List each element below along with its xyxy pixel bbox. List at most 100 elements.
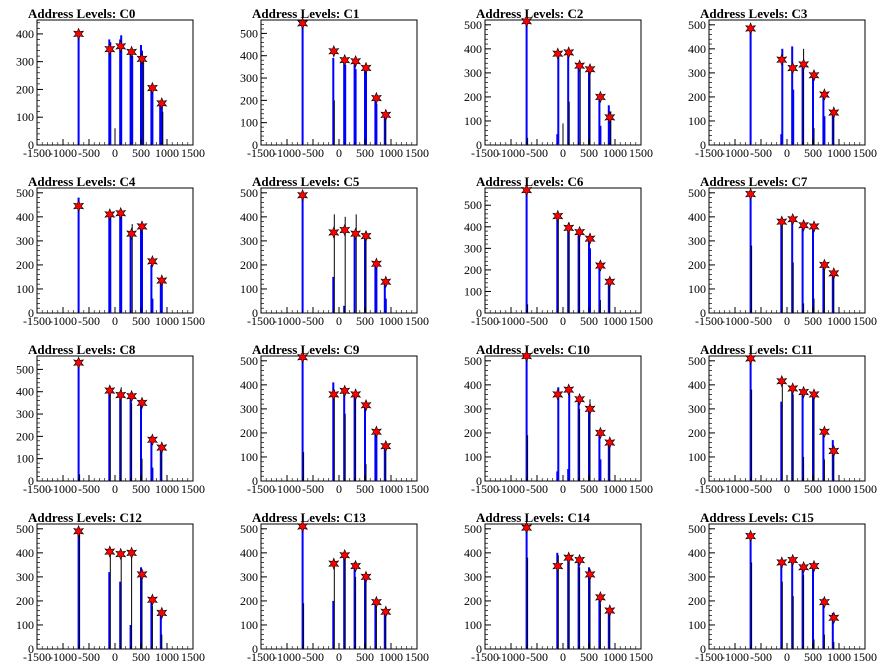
histogram-bar xyxy=(556,134,559,145)
histogram-bar xyxy=(301,23,304,145)
x-tick-label: 500 xyxy=(804,650,822,664)
histogram-bar xyxy=(607,278,610,313)
histogram-bar xyxy=(589,248,591,313)
histogram-bar xyxy=(599,459,602,481)
x-tick-label: 1500 xyxy=(629,650,653,664)
x-tick-label: 500 xyxy=(580,146,598,160)
x-tick-label: 0 xyxy=(560,650,566,664)
histogram-bar xyxy=(365,71,367,145)
peak-marker xyxy=(126,546,138,560)
peak-marker xyxy=(339,549,351,562)
y-tick-label: 0 xyxy=(252,306,258,320)
histogram-panel-c9: Address Levels: C9 0 100 200 300 400 500 -1500-… xyxy=(224,336,448,504)
peak-marker xyxy=(828,444,840,458)
x-tick-label: 500 xyxy=(804,482,822,496)
histogram-bar xyxy=(749,27,752,146)
histogram-bar xyxy=(598,432,601,481)
histogram-bar xyxy=(833,110,835,145)
y-tick-label: 500 xyxy=(240,186,258,200)
y-tick-label: 0 xyxy=(476,306,482,320)
peak-marker xyxy=(808,69,820,82)
plot-frame xyxy=(708,19,866,146)
x-tick-label: -1500 xyxy=(247,146,275,160)
histogram-bar xyxy=(557,218,559,313)
histogram-bar xyxy=(131,550,133,649)
y-tick-label: 200 xyxy=(688,90,706,104)
y-tick-label: 400 xyxy=(16,210,34,224)
histogram-panel-c3: Address Levels: C3 0 100 200 300 400 500 -1500-… xyxy=(672,0,896,168)
histogram-panel-c2: Address Levels: C2 0 100 200 300 400 500 -1500-… xyxy=(448,0,672,168)
histogram-bar xyxy=(301,197,304,313)
peak-marker xyxy=(552,559,564,573)
histogram-bar xyxy=(527,304,529,313)
y-tick-label: 500 xyxy=(688,18,706,32)
histogram-svg: Address Levels: C11 0 100 200 300 400 500 -1500… xyxy=(688,342,877,496)
x-tick-label: 1500 xyxy=(853,146,877,160)
y-tick-label: 0 xyxy=(700,138,706,152)
peak-marker xyxy=(787,213,799,226)
peak-marker xyxy=(563,551,575,565)
y-tick-label: 500 xyxy=(464,522,482,536)
peak-marker xyxy=(787,553,799,567)
peak-marker xyxy=(584,232,596,245)
histogram-bar xyxy=(588,411,590,481)
peak-marker xyxy=(126,389,138,403)
x-tick-label: 0 xyxy=(112,650,118,664)
histogram-bar xyxy=(525,526,528,649)
peak-marker xyxy=(604,436,616,449)
histogram-panel-c6: Address Levels: C6 0 100 200 300 400 500 -1500-… xyxy=(448,168,672,336)
histogram-bar xyxy=(159,612,162,649)
histogram-svg: Address Levels: C90100200300400500-1500-… xyxy=(240,342,429,496)
y-tick-label: 400 xyxy=(16,27,34,41)
peak-marker xyxy=(745,22,757,35)
histogram-bar xyxy=(375,435,378,481)
peak-marker xyxy=(104,384,116,397)
histogram-bar xyxy=(562,123,564,145)
panel-title: Address Levels: C11 xyxy=(700,342,813,357)
histogram-panel-c1: Address Levels: C1 0 100 200 300 400 500 -1500-… xyxy=(224,0,448,168)
histogram-bar xyxy=(365,464,367,481)
histogram-bar xyxy=(780,560,783,649)
peak-marker xyxy=(339,384,351,398)
panel-title: Address Levels: C7 xyxy=(700,174,808,189)
histogram-bar xyxy=(143,58,145,145)
panel-title: Address Levels: C0 xyxy=(28,6,135,21)
histogram-bar xyxy=(751,562,753,649)
x-tick-label: 500 xyxy=(580,650,598,664)
peak-marker xyxy=(819,88,830,101)
x-tick-label: 0 xyxy=(784,314,790,328)
x-tick-label: -1000 xyxy=(721,146,749,160)
histogram-svg: Address Levels: C40100200300400500-1500-… xyxy=(16,174,205,328)
x-tick-label: 0 xyxy=(336,650,342,664)
peak-marker xyxy=(115,40,127,53)
x-tick-label: -500 xyxy=(78,650,100,664)
y-tick-label: 100 xyxy=(240,116,258,130)
histogram-bar xyxy=(792,394,794,481)
peak-marker xyxy=(521,183,533,197)
histogram-svg: Address Levels: C12 0 100 200 300 400 500 -1500… xyxy=(16,510,205,664)
y-tick-label: 100 xyxy=(16,282,34,296)
y-tick-label: 100 xyxy=(688,114,706,128)
histogram-bar xyxy=(384,298,387,313)
x-tick-label: 1000 xyxy=(603,482,627,496)
x-tick-label: -500 xyxy=(302,146,324,160)
histogram-bar xyxy=(610,111,612,145)
histogram-bar xyxy=(813,639,815,649)
histogram-bar xyxy=(812,228,814,313)
x-tick-label: 1500 xyxy=(405,482,429,496)
peak-marker xyxy=(104,545,116,558)
y-tick-label: 200 xyxy=(240,93,258,107)
histogram-bar xyxy=(609,612,611,649)
x-tick-label: 500 xyxy=(804,146,822,160)
histogram-bar xyxy=(813,128,815,145)
x-tick-label: 500 xyxy=(580,482,598,496)
x-tick-label: 500 xyxy=(132,146,150,160)
x-tick-label: 1500 xyxy=(853,650,877,664)
y-tick-label: 300 xyxy=(16,234,34,248)
histogram-bar xyxy=(557,555,559,650)
x-tick-label: -1000 xyxy=(721,650,749,664)
peak-marker xyxy=(147,433,158,446)
peak-marker xyxy=(776,53,788,67)
histogram-bar xyxy=(131,224,133,313)
